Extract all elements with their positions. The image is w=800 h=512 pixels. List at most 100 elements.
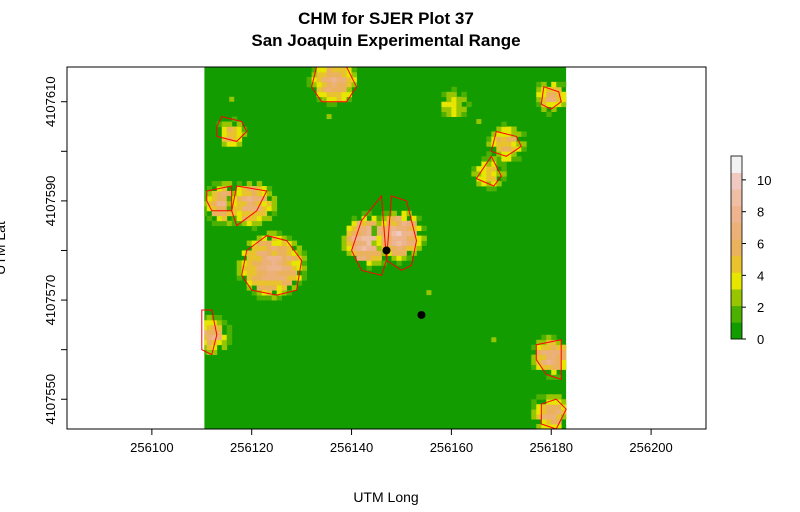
raster-cell bbox=[321, 91, 327, 98]
raster-cell bbox=[551, 339, 557, 346]
raster-cell bbox=[556, 359, 562, 365]
raster-cell bbox=[276, 245, 283, 251]
raster-cell bbox=[296, 260, 303, 266]
raster-cell bbox=[291, 270, 298, 276]
raster-cell bbox=[221, 319, 228, 326]
raster-cell bbox=[261, 215, 268, 222]
raster-cell bbox=[256, 240, 263, 246]
raster-cell bbox=[221, 121, 228, 127]
raster-cell bbox=[281, 235, 288, 241]
raster-cell bbox=[326, 101, 332, 108]
raster-cell bbox=[481, 161, 487, 167]
raster-cell bbox=[421, 235, 427, 241]
raster-cell bbox=[261, 265, 268, 271]
raster-cell bbox=[261, 275, 268, 281]
raster-cell bbox=[251, 200, 258, 207]
raster-cell bbox=[221, 339, 228, 346]
raster-cell bbox=[316, 81, 323, 88]
raster-cell bbox=[246, 250, 253, 256]
raster-cell bbox=[371, 250, 377, 256]
raster-cell bbox=[476, 181, 482, 187]
raster-cell bbox=[356, 240, 362, 246]
raster-cell bbox=[336, 76, 342, 83]
raster-cell bbox=[481, 176, 487, 182]
raster-cell bbox=[236, 141, 243, 147]
raster-cell bbox=[291, 240, 298, 246]
raster-cell bbox=[356, 235, 362, 241]
raster-cell bbox=[336, 86, 342, 93]
raster-cell bbox=[541, 409, 547, 415]
raster-cell bbox=[501, 161, 507, 167]
crown-outline-10 bbox=[385, 195, 418, 271]
raster-cell bbox=[396, 245, 402, 251]
raster-cell bbox=[556, 86, 562, 93]
raster-cell bbox=[231, 141, 238, 147]
raster-cell bbox=[241, 195, 248, 202]
raster-cell bbox=[531, 354, 537, 360]
raster-cell bbox=[391, 230, 397, 237]
raster-cell bbox=[316, 91, 323, 98]
raster-cell bbox=[386, 210, 392, 217]
raster-cell bbox=[236, 195, 243, 202]
raster-cell bbox=[231, 126, 238, 132]
raster-cell bbox=[281, 285, 288, 291]
raster-cell bbox=[204, 329, 208, 336]
raster-cell bbox=[246, 186, 253, 192]
raster-cell bbox=[261, 270, 268, 276]
raster-cell bbox=[541, 106, 547, 113]
raster-cell bbox=[556, 101, 562, 108]
raster-cell bbox=[286, 250, 293, 256]
raster-cell bbox=[216, 190, 223, 197]
raster-cell bbox=[551, 419, 557, 425]
raster-cell bbox=[216, 205, 223, 212]
tree-point-2 bbox=[417, 310, 426, 319]
raster-cell bbox=[276, 230, 283, 237]
raster-cell bbox=[536, 414, 542, 420]
raster-cell bbox=[261, 200, 268, 207]
raster-cell bbox=[346, 76, 352, 83]
raster-cell bbox=[211, 349, 218, 356]
raster-cell bbox=[211, 344, 218, 351]
raster-cell bbox=[311, 81, 318, 88]
legend-swatch bbox=[731, 289, 742, 307]
raster-cell bbox=[336, 67, 342, 73]
legend-swatch bbox=[731, 322, 742, 340]
raster-cell bbox=[541, 354, 547, 360]
raster-cell bbox=[221, 220, 228, 227]
raster-cell bbox=[556, 354, 562, 360]
raster-cell bbox=[251, 260, 258, 266]
raster-cell bbox=[551, 91, 557, 98]
raster-cell bbox=[551, 429, 556, 434]
legend-frame bbox=[730, 155, 743, 340]
raster-cell bbox=[546, 374, 552, 380]
raster-cell bbox=[296, 250, 303, 256]
raster-cell bbox=[251, 270, 258, 276]
raster-cell bbox=[261, 205, 268, 212]
raster-cell bbox=[416, 245, 422, 251]
raster-cell bbox=[491, 166, 497, 172]
raster-cell bbox=[291, 255, 298, 261]
raster-cell bbox=[231, 210, 238, 217]
raster-cell bbox=[216, 314, 223, 321]
raster-cell bbox=[561, 399, 567, 405]
raster-cell bbox=[246, 205, 253, 212]
raster-cell bbox=[541, 81, 547, 88]
raster-cell bbox=[541, 359, 547, 365]
raster-cell bbox=[341, 76, 347, 83]
raster-cell bbox=[216, 215, 223, 222]
raster-cell bbox=[336, 81, 342, 88]
x-tick-label: 256100 bbox=[130, 440, 173, 455]
crown-outline-7 bbox=[231, 185, 268, 227]
raster-cell bbox=[221, 136, 228, 142]
raster-cell bbox=[536, 404, 542, 410]
raster-cell bbox=[296, 245, 303, 251]
raster-cell bbox=[491, 171, 497, 177]
raster-cell bbox=[556, 81, 562, 88]
raster-cell bbox=[246, 265, 253, 271]
raster-cell bbox=[366, 230, 372, 237]
raster-cell bbox=[551, 106, 557, 113]
raster-cell bbox=[561, 81, 567, 88]
raster-cell bbox=[321, 81, 327, 88]
raster-cell bbox=[251, 290, 258, 296]
raster-cell bbox=[221, 141, 228, 147]
